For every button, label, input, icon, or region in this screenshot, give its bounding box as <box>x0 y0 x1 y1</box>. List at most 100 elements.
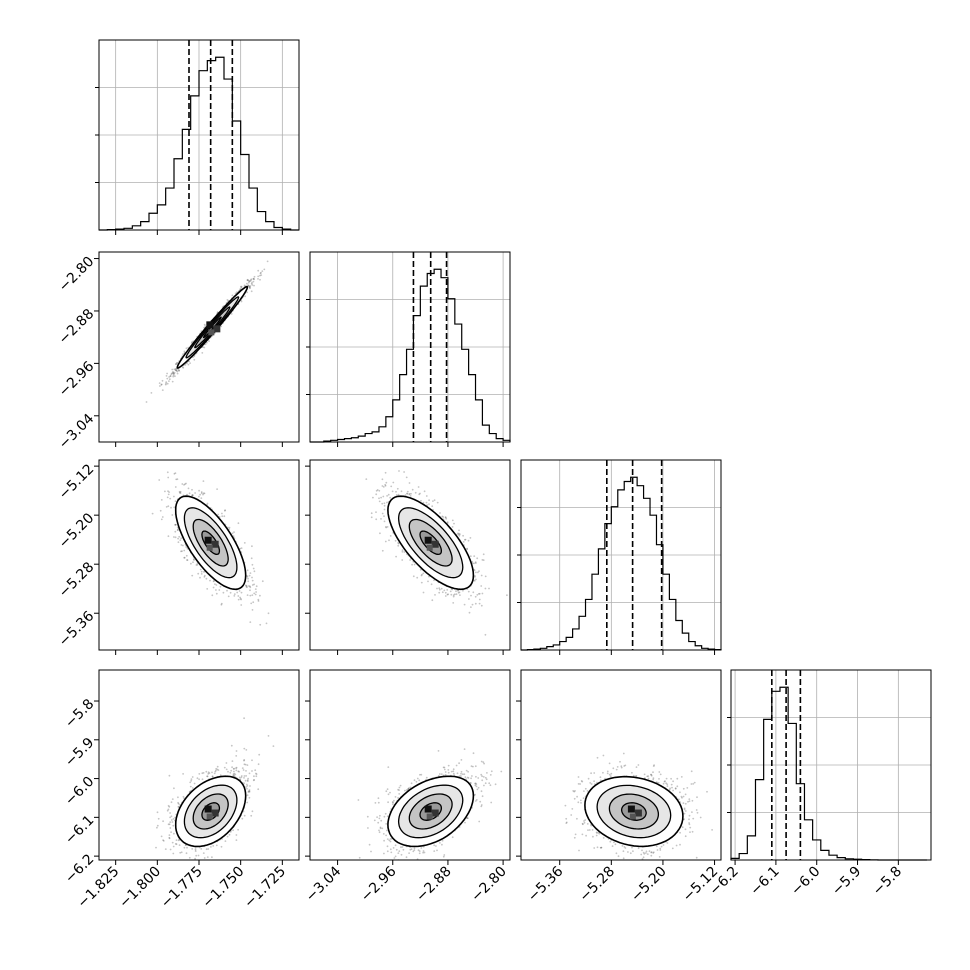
scatter-point <box>463 603 466 606</box>
scatter-point <box>458 529 460 532</box>
scatter-point <box>173 495 175 498</box>
scatter-point <box>398 470 400 472</box>
scatter-point <box>160 518 163 521</box>
scatter-point <box>172 374 175 377</box>
scatter-point <box>382 495 385 498</box>
scatter-point <box>400 490 403 493</box>
scatter-point <box>166 382 169 385</box>
scatter-point <box>240 591 243 594</box>
scatter-point <box>187 487 190 490</box>
scatter-point <box>423 490 426 493</box>
scatter-point <box>186 559 189 561</box>
scatter-point <box>158 382 161 384</box>
scatter-point <box>174 368 177 371</box>
scatter-point <box>251 594 254 596</box>
scatter-point <box>222 591 225 594</box>
scatter-point <box>478 598 481 601</box>
scatter-point <box>203 571 205 573</box>
scatter-point <box>160 383 163 386</box>
scatter-point <box>255 591 257 593</box>
scatter-point <box>180 550 182 553</box>
scatter-point <box>252 601 255 604</box>
scatter-point <box>171 798 174 800</box>
scatter-point <box>190 562 192 565</box>
scatter-point <box>390 485 393 488</box>
scatter-point <box>175 363 178 366</box>
density-cell <box>206 544 213 551</box>
scatter-point <box>416 576 419 579</box>
scatter-point <box>453 593 456 596</box>
scatter-point <box>179 490 182 493</box>
scatter-point <box>375 493 378 496</box>
scatter-point <box>462 541 465 543</box>
scatter-point <box>249 286 251 289</box>
scatter-point <box>422 591 425 594</box>
scatter-point <box>455 593 458 596</box>
scatter-point <box>168 380 170 382</box>
scatter-point <box>451 519 454 522</box>
scatter-point <box>473 579 476 582</box>
y-tick-label: −2.80 <box>56 254 98 296</box>
scatter-point <box>221 515 224 518</box>
scatter-point <box>181 483 184 485</box>
scatter-point <box>257 600 260 602</box>
scatter-point <box>265 622 268 625</box>
panel-content <box>155 717 275 860</box>
y-tick-label: −3.04 <box>56 411 98 453</box>
scatter-point <box>395 494 398 496</box>
scatter-point <box>226 299 229 301</box>
y-tick-label: −2.96 <box>56 358 98 400</box>
scatter-point <box>370 512 373 515</box>
scatter-point <box>178 369 180 372</box>
scatter-point <box>244 584 247 587</box>
scatter-point <box>206 341 208 344</box>
scatter-point <box>248 585 250 587</box>
scatter-point <box>428 503 430 505</box>
density-core <box>206 321 221 336</box>
scatter-point <box>474 562 477 564</box>
scatter-point <box>215 767 218 770</box>
scatter-point <box>389 496 392 499</box>
scatter-point <box>180 544 183 546</box>
scatter-point <box>181 550 183 552</box>
scatter-point <box>392 481 395 484</box>
scatter-point <box>253 275 256 278</box>
scatter-point <box>474 576 476 578</box>
scatter-point <box>243 542 246 544</box>
scatter-point <box>387 493 390 496</box>
scatter-point <box>193 358 196 361</box>
scatter-point <box>257 278 259 280</box>
scatter-point <box>455 590 457 593</box>
scatter-point <box>145 401 148 403</box>
scatter-point <box>252 280 255 283</box>
scatter-point <box>419 568 422 571</box>
scatter-point <box>191 488 193 491</box>
scatter-point <box>253 570 256 573</box>
scatter-point <box>249 287 251 289</box>
scatter-point <box>188 492 191 495</box>
scatter-point <box>466 547 468 550</box>
density-panel-0-3 <box>98 669 300 861</box>
scatter-point <box>183 350 186 353</box>
scatter-point <box>221 512 223 515</box>
scatter-point <box>174 523 177 526</box>
scatter-point <box>150 392 153 394</box>
y-tick-label: −5.28 <box>56 559 98 601</box>
scatter-point <box>247 577 249 580</box>
scatter-point <box>209 579 211 582</box>
scatter-point <box>464 538 467 541</box>
scatter-point <box>200 492 203 495</box>
density-cell <box>211 540 219 548</box>
scatter-point <box>247 580 250 583</box>
histogram-step <box>310 268 511 443</box>
scatter-point <box>395 555 397 558</box>
scatter-point <box>259 274 261 277</box>
scatter-point <box>185 546 188 548</box>
scatter-point <box>383 520 386 523</box>
scatter-point <box>250 278 253 281</box>
scatter-point <box>164 383 167 386</box>
scatter-point <box>212 580 215 583</box>
scatter-point <box>186 493 189 496</box>
scatter-point <box>239 596 242 599</box>
scatter-point <box>440 587 443 590</box>
